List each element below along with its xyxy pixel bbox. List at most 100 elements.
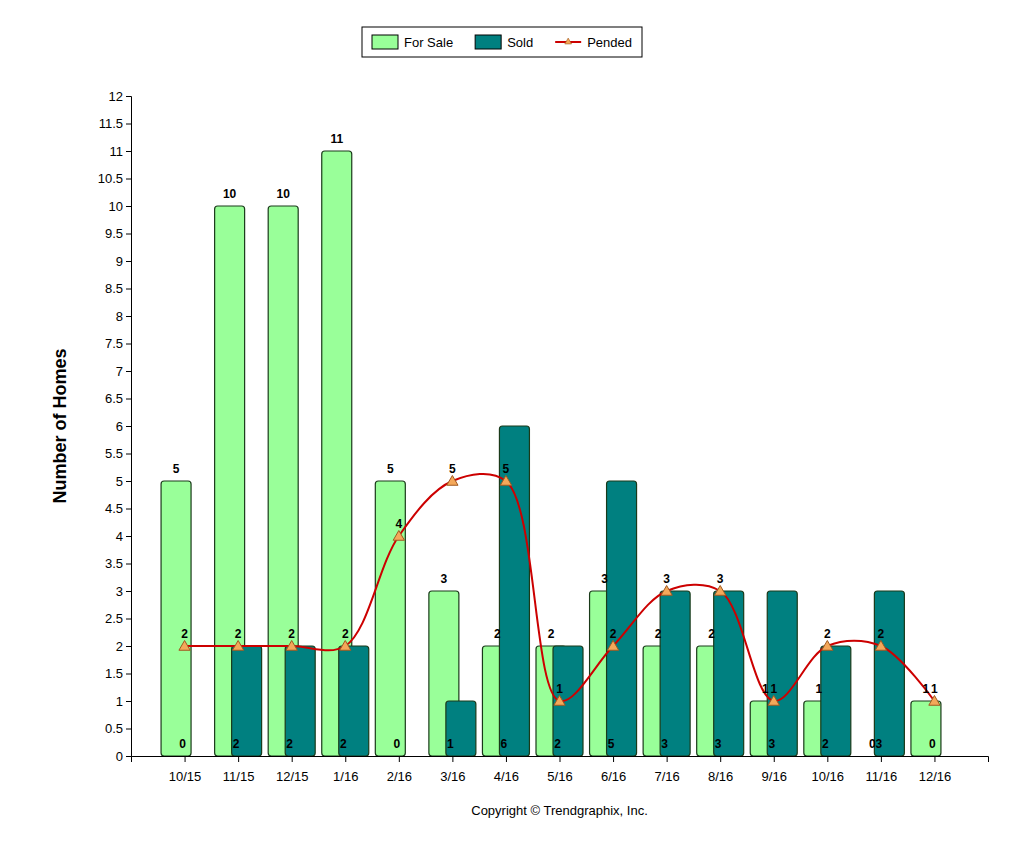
y-tick-mark xyxy=(126,371,131,372)
y-tick-label: 4 xyxy=(116,529,123,544)
y-tick: 2 xyxy=(116,639,131,654)
legend-marker xyxy=(565,38,572,44)
bar xyxy=(553,646,583,756)
data-label: 10 xyxy=(277,187,291,201)
x-tick-mark xyxy=(399,756,400,762)
data-label: 5 xyxy=(173,462,180,476)
legend-label: Pended xyxy=(587,35,632,50)
marker xyxy=(768,695,779,705)
x-tick: 1/16 xyxy=(333,756,358,784)
marker xyxy=(875,640,886,650)
data-label: 3 xyxy=(768,737,775,751)
y-tick: 4.5 xyxy=(105,501,131,516)
y-tick: 7 xyxy=(116,364,131,379)
bar xyxy=(392,755,422,756)
y-tick-mark xyxy=(126,619,131,620)
x-tick: 10/16 xyxy=(812,756,845,784)
marker xyxy=(393,530,404,540)
y-tick: 12 xyxy=(109,89,131,104)
data-label: 2 xyxy=(655,627,662,641)
y-tick-label: 8 xyxy=(116,309,123,324)
data-label: 2 xyxy=(708,627,715,641)
y-tick: 5 xyxy=(116,474,131,489)
x-tick-mark xyxy=(452,756,453,762)
marker xyxy=(179,640,190,650)
y-tick: 8 xyxy=(116,309,131,324)
y-tick-label: 6 xyxy=(116,419,123,434)
y-tick: 6.5 xyxy=(105,391,131,406)
x-tick: 4/16 xyxy=(494,756,519,784)
x-tick-label: 6/16 xyxy=(601,769,626,784)
bar-series xyxy=(232,426,905,756)
bar xyxy=(161,481,191,756)
y-tick-mark xyxy=(126,316,131,317)
y-tick: 11.5 xyxy=(99,116,131,131)
y-tick-label: 6.5 xyxy=(105,391,123,406)
y-tick-mark xyxy=(126,481,131,482)
data-label: 5 xyxy=(608,737,615,751)
x-tick-label: 5/16 xyxy=(547,769,572,784)
legend-label: Sold xyxy=(507,35,533,50)
y-tick: 6 xyxy=(116,419,131,434)
y-tick-mark xyxy=(126,289,131,290)
plot-area xyxy=(161,151,941,756)
y-tick-mark xyxy=(126,729,131,730)
y-tick-label: 11.5 xyxy=(99,116,123,131)
y-tick-label: 12 xyxy=(109,89,123,104)
x-tick-label: 7/16 xyxy=(654,769,679,784)
y-tick: 3 xyxy=(116,584,131,599)
data-label: 3 xyxy=(663,572,670,586)
data-label: 2 xyxy=(554,737,561,751)
data-label: 4 xyxy=(395,517,402,531)
y-tick-mark xyxy=(126,344,131,345)
marker xyxy=(286,640,297,650)
marker xyxy=(929,695,940,705)
data-label: 11 xyxy=(330,132,343,146)
x-tick-mark xyxy=(345,756,346,762)
data-label: 1 xyxy=(923,682,930,696)
y-tick: 5.5 xyxy=(105,446,131,461)
y-tick-mark xyxy=(126,151,131,152)
y-tick-label: 3.5 xyxy=(105,556,123,571)
y-tick-mark xyxy=(126,179,131,180)
data-label: 1 xyxy=(770,682,777,696)
x-tick-label: 9/16 xyxy=(762,769,787,784)
data-label: 2 xyxy=(824,627,831,641)
data-label: 2 xyxy=(340,737,347,751)
data-label: 6 xyxy=(501,737,508,751)
bar xyxy=(767,591,797,756)
data-label: 2 xyxy=(181,627,188,641)
y-tick-label: 2 xyxy=(116,639,123,654)
y-tick-label: 10.5 xyxy=(98,171,123,186)
y-tick: 10.5 xyxy=(98,171,131,186)
y-tick-label: 0 xyxy=(116,749,123,764)
y-tick-mark xyxy=(126,96,131,97)
x-axis-line xyxy=(132,757,989,763)
x-tick: 12/16 xyxy=(919,756,952,784)
data-label: 2 xyxy=(233,737,240,751)
x-tick-mark xyxy=(720,756,721,762)
legend-swatch xyxy=(372,35,398,49)
data-label: 1 xyxy=(556,682,563,696)
data-label: 0 xyxy=(393,737,400,751)
bar xyxy=(928,755,958,756)
bar xyxy=(285,646,315,756)
x-axis: 10/1511/1512/151/162/163/164/165/166/167… xyxy=(132,756,989,784)
y-tick-label: 4.5 xyxy=(105,501,123,516)
y-tick: 0.5 xyxy=(105,721,131,736)
x-tick-mark xyxy=(667,756,668,762)
bar xyxy=(714,591,744,756)
data-label: 2 xyxy=(548,627,555,641)
bar-series xyxy=(161,151,941,756)
y-tick-mark xyxy=(126,206,131,207)
y-tick-label: 9.5 xyxy=(105,226,123,241)
data-label: 2 xyxy=(235,627,242,641)
y-tick-mark xyxy=(126,536,131,537)
x-tick-label: 11/15 xyxy=(223,769,255,784)
y-tick-label: 11 xyxy=(110,144,124,159)
y-tick-label: 9 xyxy=(116,254,123,269)
bar xyxy=(232,646,262,756)
x-tick-mark xyxy=(613,756,614,762)
bar xyxy=(911,701,941,756)
data-label: 1 xyxy=(447,737,454,751)
